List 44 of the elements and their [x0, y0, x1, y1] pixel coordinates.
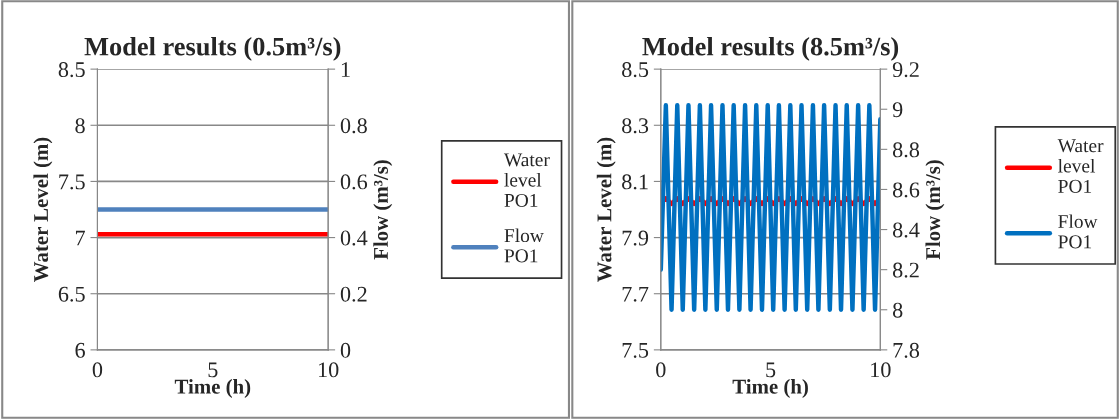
y-tick-label: 7.9 — [622, 230, 649, 246]
y2-tick-label: 0.4 — [340, 230, 368, 246]
x-tick-label: 5 — [208, 362, 218, 378]
y2-tick-label: 8.2 — [892, 262, 919, 278]
y2-tick-label: 0 — [340, 342, 351, 358]
y2-axis-title: Flow (m³/s) — [925, 160, 945, 260]
legend-label: Flow PO1 — [504, 228, 544, 263]
x-tick-label: 10 — [319, 362, 339, 378]
y-tick-label: 7.7 — [622, 286, 649, 302]
y2-tick-label: 0.2 — [340, 286, 367, 302]
y2-tick-label: 1 — [341, 62, 350, 77]
chart-title: Model results (8.5m³/s) — [642, 36, 899, 61]
legend-label: Water level PO1 — [1057, 139, 1104, 193]
y2-tick-label: 8 — [892, 302, 903, 318]
y-tick-label: 6.5 — [58, 286, 85, 302]
y2-tick-label: 0.6 — [340, 174, 368, 190]
y2-tick-label: 9.2 — [892, 62, 919, 78]
x-tick-label: 10 — [871, 362, 891, 378]
y-tick-label: 8.5 — [622, 62, 649, 78]
legend-label: Flow PO1 — [1058, 214, 1098, 249]
chart-title: Model results (0.5m³/s) — [84, 36, 341, 61]
y-axis-title: Water Level (m) — [33, 137, 53, 282]
y2-tick-label: 8.4 — [892, 222, 920, 238]
y-tick-label: 7 — [75, 230, 85, 246]
y2-tick-label: 0.8 — [340, 118, 367, 134]
x-tick-label: 0 — [92, 362, 103, 378]
y-tick-label: 6 — [75, 342, 85, 358]
y2-tick-label: 8.8 — [892, 142, 920, 158]
y2-tick-label: 8.6 — [892, 182, 920, 198]
y2-tick-label: 7.8 — [893, 342, 920, 358]
y2-axis-title: Flow (m³/s) — [373, 160, 393, 260]
y-tick-label: 7.5 — [59, 174, 85, 190]
y2-tick-label: 9 — [892, 102, 903, 118]
y-tick-label: 8.3 — [622, 118, 649, 134]
y-tick-label: 8.1 — [622, 174, 648, 190]
y-tick-label: 8 — [75, 118, 85, 134]
y-tick-label: 8.5 — [58, 62, 85, 78]
x-tick-label: 5 — [766, 362, 776, 378]
legend-label: Water level PO1 — [503, 153, 550, 207]
x-tick-label: 0 — [656, 362, 666, 378]
y-axis-title: Water Level (m) — [596, 137, 616, 282]
x-axis-title: Time (h) — [174, 379, 251, 398]
y-tick-label: 7.5 — [622, 343, 649, 358]
x-axis-title: Time (h) — [732, 379, 808, 398]
